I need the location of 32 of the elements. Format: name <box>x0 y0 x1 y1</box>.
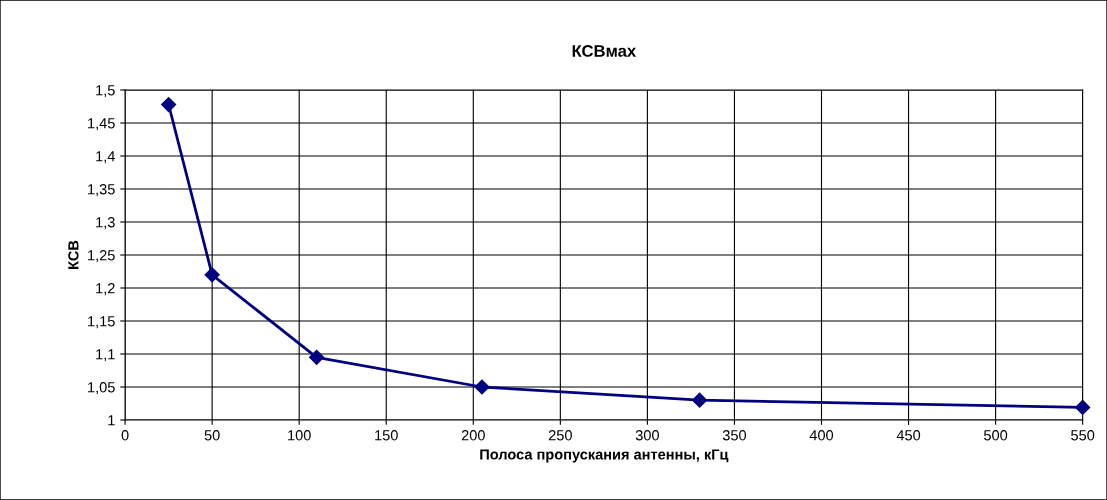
x-tick-label: 450 <box>896 430 921 441</box>
y-axis-title: КСВ <box>68 240 79 269</box>
point <box>474 379 490 395</box>
y-tick-label: 1,1 <box>96 349 115 362</box>
x-tick-label: 100 <box>288 430 311 441</box>
x-tick-label: 200 <box>461 430 485 441</box>
x-axis-title: Полоса пропускания антенны, кГц <box>480 449 729 463</box>
x-tick-label: 550 <box>1071 430 1095 441</box>
x-tick-label: 50 <box>204 430 220 441</box>
x-tick-label: 0 <box>121 430 129 441</box>
point <box>309 349 325 365</box>
y-tick-label: 1,4 <box>96 151 115 164</box>
point <box>161 96 177 113</box>
x-tick-label: 500 <box>984 430 1008 441</box>
point <box>692 392 708 408</box>
point <box>1075 399 1091 416</box>
y-tick-label: 1,15 <box>88 316 115 329</box>
y-tick-label: 1,05 <box>88 382 115 395</box>
x-tick-label: 150 <box>375 430 398 441</box>
y-tick-label: 1,35 <box>88 184 115 197</box>
point <box>204 267 220 283</box>
x-tick-label: 350 <box>722 430 747 441</box>
y-tick-label: 1,45 <box>88 118 115 131</box>
y-tick-label: 1 <box>108 415 115 426</box>
y-tick-label: 1,2 <box>96 283 115 296</box>
y-tick-label: 1,5 <box>96 85 115 98</box>
chart-title: КСВмах <box>572 45 637 57</box>
y-tick-label: 1,25 <box>88 250 115 263</box>
x-tick-label: 250 <box>548 430 572 441</box>
y-tick-label: 1,3 <box>96 217 115 230</box>
x-tick-label: 300 <box>635 430 659 441</box>
x-tick-label: 400 <box>809 430 834 441</box>
